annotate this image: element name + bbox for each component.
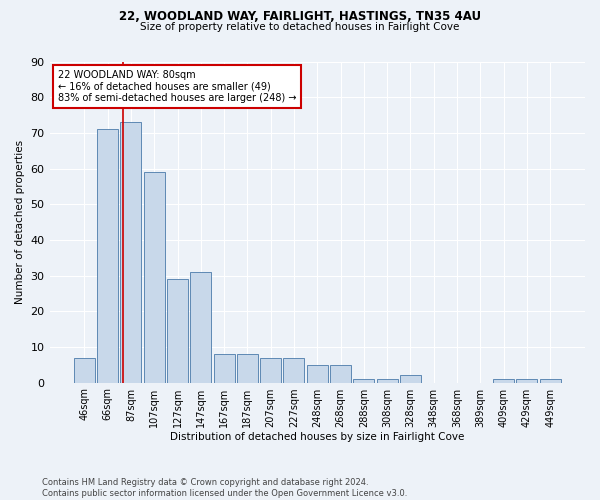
Bar [283,358,304,382]
Bar [330,364,351,382]
Bar [190,272,211,382]
Text: Size of property relative to detached houses in Fairlight Cove: Size of property relative to detached ho… [140,22,460,32]
Bar [167,279,188,382]
Text: 22 WOODLAND WAY: 80sqm
← 16% of detached houses are smaller (49)
83% of semi-det: 22 WOODLAND WAY: 80sqm ← 16% of detached… [58,70,296,102]
Bar [237,354,258,382]
Bar [353,379,374,382]
Bar [307,364,328,382]
Bar [400,376,421,382]
Bar [74,358,95,382]
X-axis label: Distribution of detached houses by size in Fairlight Cove: Distribution of detached houses by size … [170,432,464,442]
Bar [539,379,560,382]
Bar [144,172,165,382]
Bar [260,358,281,382]
Y-axis label: Number of detached properties: Number of detached properties [15,140,25,304]
Bar [517,379,538,382]
Bar [214,354,235,382]
Bar [121,122,142,382]
Text: Contains HM Land Registry data © Crown copyright and database right 2024.
Contai: Contains HM Land Registry data © Crown c… [42,478,407,498]
Text: 22, WOODLAND WAY, FAIRLIGHT, HASTINGS, TN35 4AU: 22, WOODLAND WAY, FAIRLIGHT, HASTINGS, T… [119,10,481,23]
Bar [377,379,398,382]
Bar [493,379,514,382]
Bar [97,130,118,382]
